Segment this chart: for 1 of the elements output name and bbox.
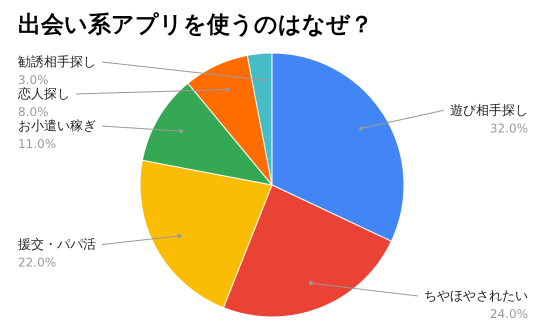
title: 出会い系アプリを使うのはなぜ？ bbox=[18, 12, 373, 38]
